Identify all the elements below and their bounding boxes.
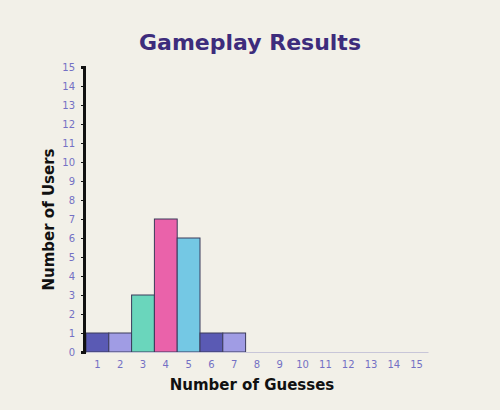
y-tick: 4 xyxy=(69,271,84,282)
chart: Gameplay Results012345678910111213141512… xyxy=(0,0,500,410)
y-tick: 15 xyxy=(62,62,84,73)
y-tick-mark xyxy=(81,86,84,87)
bar xyxy=(154,219,177,352)
y-tick-label: 9 xyxy=(69,176,75,187)
y-tick-label: 6 xyxy=(69,233,75,244)
bar xyxy=(86,333,109,352)
y-tick: 12 xyxy=(62,119,84,130)
y-tick: 14 xyxy=(62,81,84,92)
y-tick: 1 xyxy=(69,328,84,339)
y-axis-title: Number of Users xyxy=(40,148,58,290)
y-tick: 9 xyxy=(69,176,84,187)
x-tick: 15 xyxy=(410,352,423,370)
y-tick-mark xyxy=(81,257,84,258)
y-tick-label: 3 xyxy=(69,290,75,301)
y-tick-mark xyxy=(81,67,84,68)
y-tick-label: 15 xyxy=(62,62,75,73)
x-tick-label: 7 xyxy=(231,359,237,370)
y-tick: 3 xyxy=(69,290,84,301)
y-tick-mark xyxy=(81,314,84,315)
y-tick-mark xyxy=(81,219,84,220)
x-tick: 8 xyxy=(254,352,260,370)
y-tick: 10 xyxy=(62,157,84,168)
y-tick-label: 14 xyxy=(62,81,75,92)
x-tick-label: 1 xyxy=(94,359,100,370)
y-tick-mark xyxy=(81,276,84,277)
y-tick-mark xyxy=(81,238,84,239)
y-tick: 7 xyxy=(69,214,84,225)
bars xyxy=(86,219,246,352)
y-tick-label: 10 xyxy=(62,157,75,168)
x-axis-line xyxy=(87,352,429,353)
bar xyxy=(223,333,246,352)
y-tick-label: 0 xyxy=(69,347,75,358)
y-tick-mark xyxy=(81,333,84,334)
x-tick-label: 12 xyxy=(342,359,355,370)
x-tick-label: 14 xyxy=(387,359,400,370)
y-tick: 5 xyxy=(69,252,84,263)
y-tick: 11 xyxy=(62,138,84,149)
y-tick: 6 xyxy=(69,233,84,244)
y-tick-label: 12 xyxy=(62,119,75,130)
y-tick-mark xyxy=(81,352,84,353)
x-tick: 1 xyxy=(94,352,100,370)
y-axis-line xyxy=(81,68,85,353)
bar xyxy=(132,295,155,352)
y-tick-mark xyxy=(81,124,84,125)
y-tick: 0 xyxy=(69,347,84,358)
x-tick-label: 3 xyxy=(140,359,146,370)
y-tick: 2 xyxy=(69,309,84,320)
x-axis-title: Number of Guesses xyxy=(170,376,335,394)
y-tick-label: 2 xyxy=(69,309,75,320)
y-tick-mark xyxy=(81,295,84,296)
y-tick: 8 xyxy=(69,195,84,206)
y-tick-label: 11 xyxy=(62,138,75,149)
x-tick: 7 xyxy=(231,352,237,370)
x-tick-label: 10 xyxy=(296,359,309,370)
x-tick: 14 xyxy=(387,352,400,370)
background xyxy=(0,0,500,410)
x-tick-label: 9 xyxy=(277,359,283,370)
x-tick-label: 15 xyxy=(410,359,423,370)
y-tick-label: 5 xyxy=(69,252,75,263)
x-tick: 9 xyxy=(277,352,283,370)
x-tick-label: 13 xyxy=(365,359,378,370)
x-tick-label: 8 xyxy=(254,359,260,370)
y-tick-label: 8 xyxy=(69,195,75,206)
y-tick-label: 1 xyxy=(69,328,75,339)
bar xyxy=(200,333,223,352)
y-tick-mark xyxy=(81,181,84,182)
x-tick-label: 6 xyxy=(208,359,214,370)
x-tick-label: 11 xyxy=(319,359,332,370)
y-tick-mark xyxy=(81,200,84,201)
y-tick-label: 13 xyxy=(62,100,75,111)
y-tick-mark xyxy=(81,143,84,144)
y-tick: 13 xyxy=(62,100,84,111)
x-tick: 3 xyxy=(140,352,146,370)
x-tick-label: 4 xyxy=(163,359,169,370)
x-tick: 4 xyxy=(163,352,169,370)
bar xyxy=(177,238,200,352)
x-tick: 10 xyxy=(296,352,309,370)
x-tick: 12 xyxy=(342,352,355,370)
y-tick-mark xyxy=(81,162,84,163)
y-tick-label: 4 xyxy=(69,271,75,282)
x-axis: 123456789101112131415 xyxy=(87,352,429,370)
y-tick-mark xyxy=(81,105,84,106)
x-tick: 5 xyxy=(185,352,191,370)
x-tick: 2 xyxy=(117,352,123,370)
y-tick-label: 7 xyxy=(69,214,75,225)
x-tick: 11 xyxy=(319,352,332,370)
x-tick: 13 xyxy=(365,352,378,370)
x-tick-label: 2 xyxy=(117,359,123,370)
title: Gameplay Results xyxy=(139,30,361,55)
x-tick-label: 5 xyxy=(185,359,191,370)
y-axis: 0123456789101112131415 xyxy=(62,62,84,358)
bar xyxy=(109,333,132,352)
x-tick: 6 xyxy=(208,352,214,370)
